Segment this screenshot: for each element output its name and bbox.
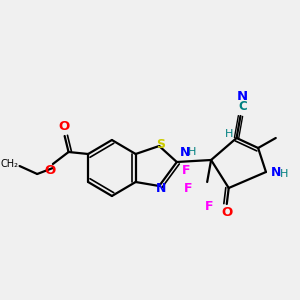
Text: F: F	[184, 182, 193, 196]
Text: N: N	[237, 89, 248, 103]
Text: O: O	[58, 121, 69, 134]
Text: N: N	[156, 182, 166, 194]
Text: H: H	[279, 169, 288, 179]
Text: CH₂: CH₂	[1, 159, 19, 169]
Text: F: F	[182, 164, 191, 178]
Text: O: O	[44, 164, 56, 178]
Text: N: N	[271, 166, 281, 178]
Text: F: F	[205, 200, 213, 212]
Text: C: C	[238, 100, 247, 112]
Text: O: O	[221, 206, 232, 220]
Text: S: S	[156, 137, 165, 151]
Text: N: N	[180, 146, 190, 160]
Text: H: H	[188, 147, 196, 157]
Text: H: H	[224, 129, 233, 139]
